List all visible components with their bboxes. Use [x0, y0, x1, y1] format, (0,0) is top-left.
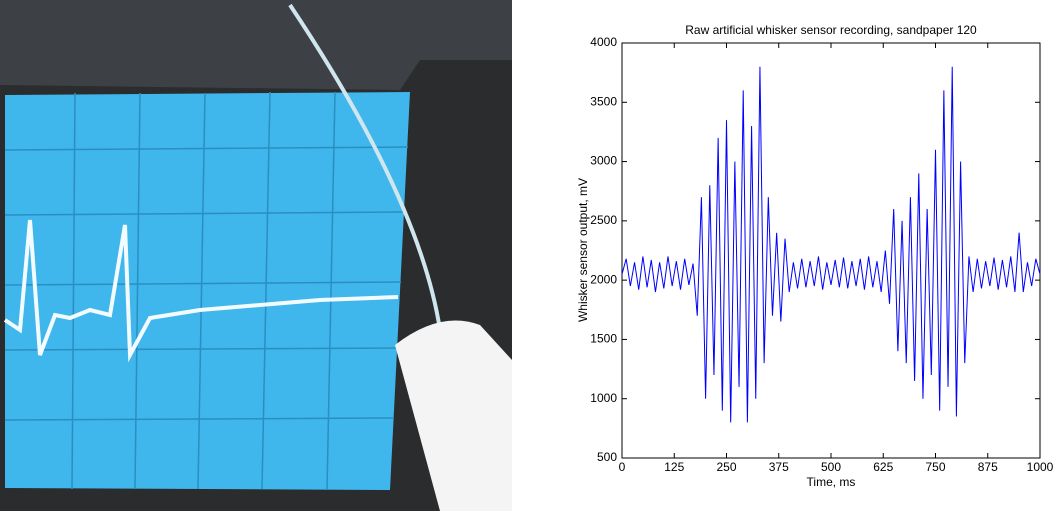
y-tick-label: 3500	[590, 94, 617, 108]
x-axis-label: Time, ms	[807, 475, 856, 489]
y-tick-label: 500	[597, 450, 617, 464]
x-tick-label: 0	[619, 460, 626, 474]
x-tick-label: 625	[873, 460, 893, 474]
y-tick-label: 2500	[590, 213, 617, 227]
y-tick-label: 3000	[590, 154, 617, 168]
x-tick-label: 250	[716, 460, 736, 474]
x-tick-label: 875	[978, 460, 998, 474]
bezel	[0, 0, 512, 90]
plot-area	[621, 42, 1041, 459]
y-tick-label: 2000	[590, 272, 617, 286]
x-tick-label: 750	[925, 460, 945, 474]
y-axis-label: Whisker sensor output, mV	[576, 178, 590, 322]
x-tick-label: 375	[769, 460, 789, 474]
whisker-fiber	[288, 3, 442, 331]
y-tick-label: 4000	[590, 35, 617, 49]
chart-title: Raw artificial whisker sensor recording,…	[685, 23, 977, 37]
x-tick-label: 1000	[1027, 460, 1054, 474]
trace	[3, 219, 399, 363]
sensor-probe	[395, 320, 512, 511]
x-tick-label: 500	[821, 460, 841, 474]
signal-line	[621, 66, 1041, 423]
y-tick-label: 1500	[590, 332, 617, 346]
x-tick-label: 125	[664, 460, 684, 474]
screen	[5, 92, 410, 490]
screen-grid	[4, 91, 409, 491]
y-tick-label: 1000	[590, 391, 617, 405]
oscilloscope-photo	[0, 0, 512, 511]
